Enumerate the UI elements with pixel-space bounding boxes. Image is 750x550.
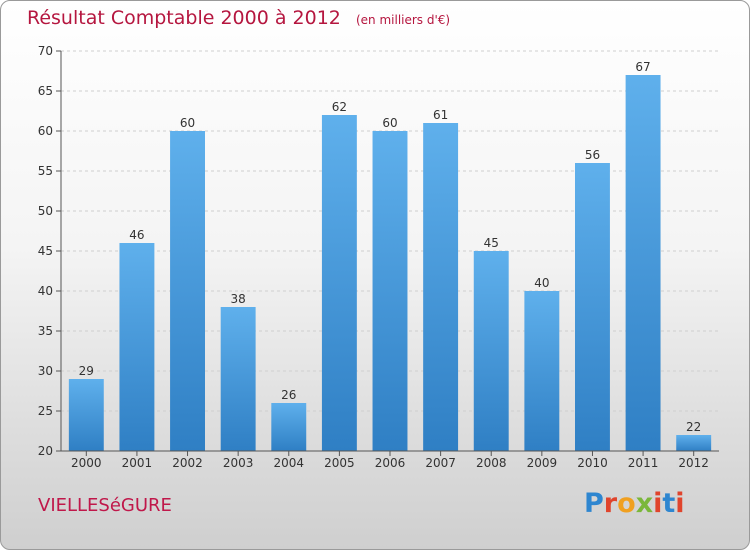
- logo-letter: i: [675, 488, 685, 519]
- value-label: 60: [382, 116, 397, 130]
- x-tick-label: 2005: [324, 456, 355, 470]
- x-tick-label: 2010: [577, 456, 608, 470]
- y-tick-label: 40: [38, 284, 53, 298]
- chart-title-block: Résultat Comptable 2000 à 2012 (en milli…: [27, 7, 450, 29]
- x-tick-label: 2004: [273, 456, 304, 470]
- value-label: 61: [433, 108, 448, 122]
- y-tick-label: 20: [38, 444, 53, 458]
- bar-2012: [676, 435, 712, 451]
- value-label: 22: [686, 420, 701, 434]
- commune-name: VIELLESéGURE: [38, 495, 172, 516]
- bar-2004: [271, 403, 307, 451]
- y-tick-label: 30: [38, 364, 53, 378]
- x-tick-label: 2012: [678, 456, 709, 470]
- bar-2010: [574, 163, 610, 451]
- logo-letter: t: [662, 488, 676, 519]
- logo-letter: P: [584, 488, 604, 519]
- x-tick-label: 2002: [172, 456, 203, 470]
- value-label: 40: [534, 276, 549, 290]
- y-tick-label: 45: [38, 244, 53, 258]
- bar-2005: [321, 115, 357, 451]
- bar-2006: [372, 131, 408, 451]
- logo-letter: x: [635, 488, 654, 519]
- value-label: 38: [231, 292, 246, 306]
- bar-2011: [625, 75, 661, 451]
- chart-title: Résultat Comptable 2000 à 2012: [27, 7, 341, 29]
- logo-letter: r: [603, 488, 618, 519]
- x-tick-label: 2007: [425, 456, 456, 470]
- bar-2001: [119, 243, 155, 451]
- bar-2000: [68, 379, 104, 451]
- y-tick-label: 65: [38, 84, 53, 98]
- y-tick-label: 35: [38, 324, 53, 338]
- value-label: 26: [281, 388, 296, 402]
- x-tick-label: 2003: [223, 456, 254, 470]
- x-tick-label: 2000: [71, 456, 102, 470]
- x-tick-label: 2009: [527, 456, 558, 470]
- value-label: 62: [332, 100, 347, 114]
- value-label: 60: [180, 116, 195, 130]
- x-tick-label: 2008: [476, 456, 507, 470]
- bar-2009: [524, 291, 560, 451]
- proxiti-logo: Proxiti: [584, 488, 685, 519]
- y-tick-label: 25: [38, 404, 53, 418]
- x-tick-label: 2011: [628, 456, 659, 470]
- value-label: 46: [129, 228, 144, 242]
- bar-2003: [220, 307, 256, 451]
- bar-2002: [170, 131, 206, 451]
- x-tick-label: 2001: [122, 456, 153, 470]
- chart-subtitle: (en milliers d'€): [355, 13, 451, 27]
- value-label: 29: [79, 364, 94, 378]
- y-tick-label: 50: [38, 204, 53, 218]
- value-label: 67: [635, 60, 650, 74]
- bar-2008: [473, 251, 509, 451]
- y-tick-label: 70: [38, 44, 53, 58]
- logo-letter: i: [653, 488, 663, 519]
- y-tick-label: 55: [38, 164, 53, 178]
- bar-2007: [423, 123, 459, 451]
- y-tick-label: 60: [38, 124, 53, 138]
- x-tick-label: 2006: [375, 456, 406, 470]
- value-label: 45: [484, 236, 499, 250]
- value-label: 56: [585, 148, 600, 162]
- logo-letter: o: [617, 488, 636, 519]
